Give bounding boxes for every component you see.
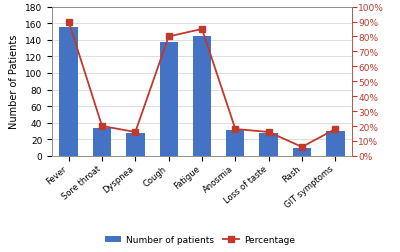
Y-axis label: Number of Patients: Number of Patients (10, 35, 20, 129)
Percentage (333, 128, 338, 131)
Legend: Number of patients, Percentage: Number of patients, Percentage (102, 231, 298, 247)
Bar (60, 28, 78, 156)
Bar (260, 134, 278, 156)
Bar (93, 129, 111, 156)
Percentage (233, 128, 238, 131)
Percentage (133, 131, 138, 134)
Percentage (166, 36, 171, 39)
Bar (226, 131, 244, 156)
Bar (326, 132, 344, 156)
Percentage (200, 28, 204, 31)
Percentage (266, 131, 271, 134)
Percentage (66, 21, 71, 24)
Bar (193, 37, 211, 156)
Percentage (100, 125, 104, 128)
Bar (160, 43, 178, 156)
Percentage (300, 146, 304, 149)
Line: Percentage: Percentage (66, 20, 338, 150)
Bar (293, 149, 311, 156)
Bar (126, 134, 144, 156)
